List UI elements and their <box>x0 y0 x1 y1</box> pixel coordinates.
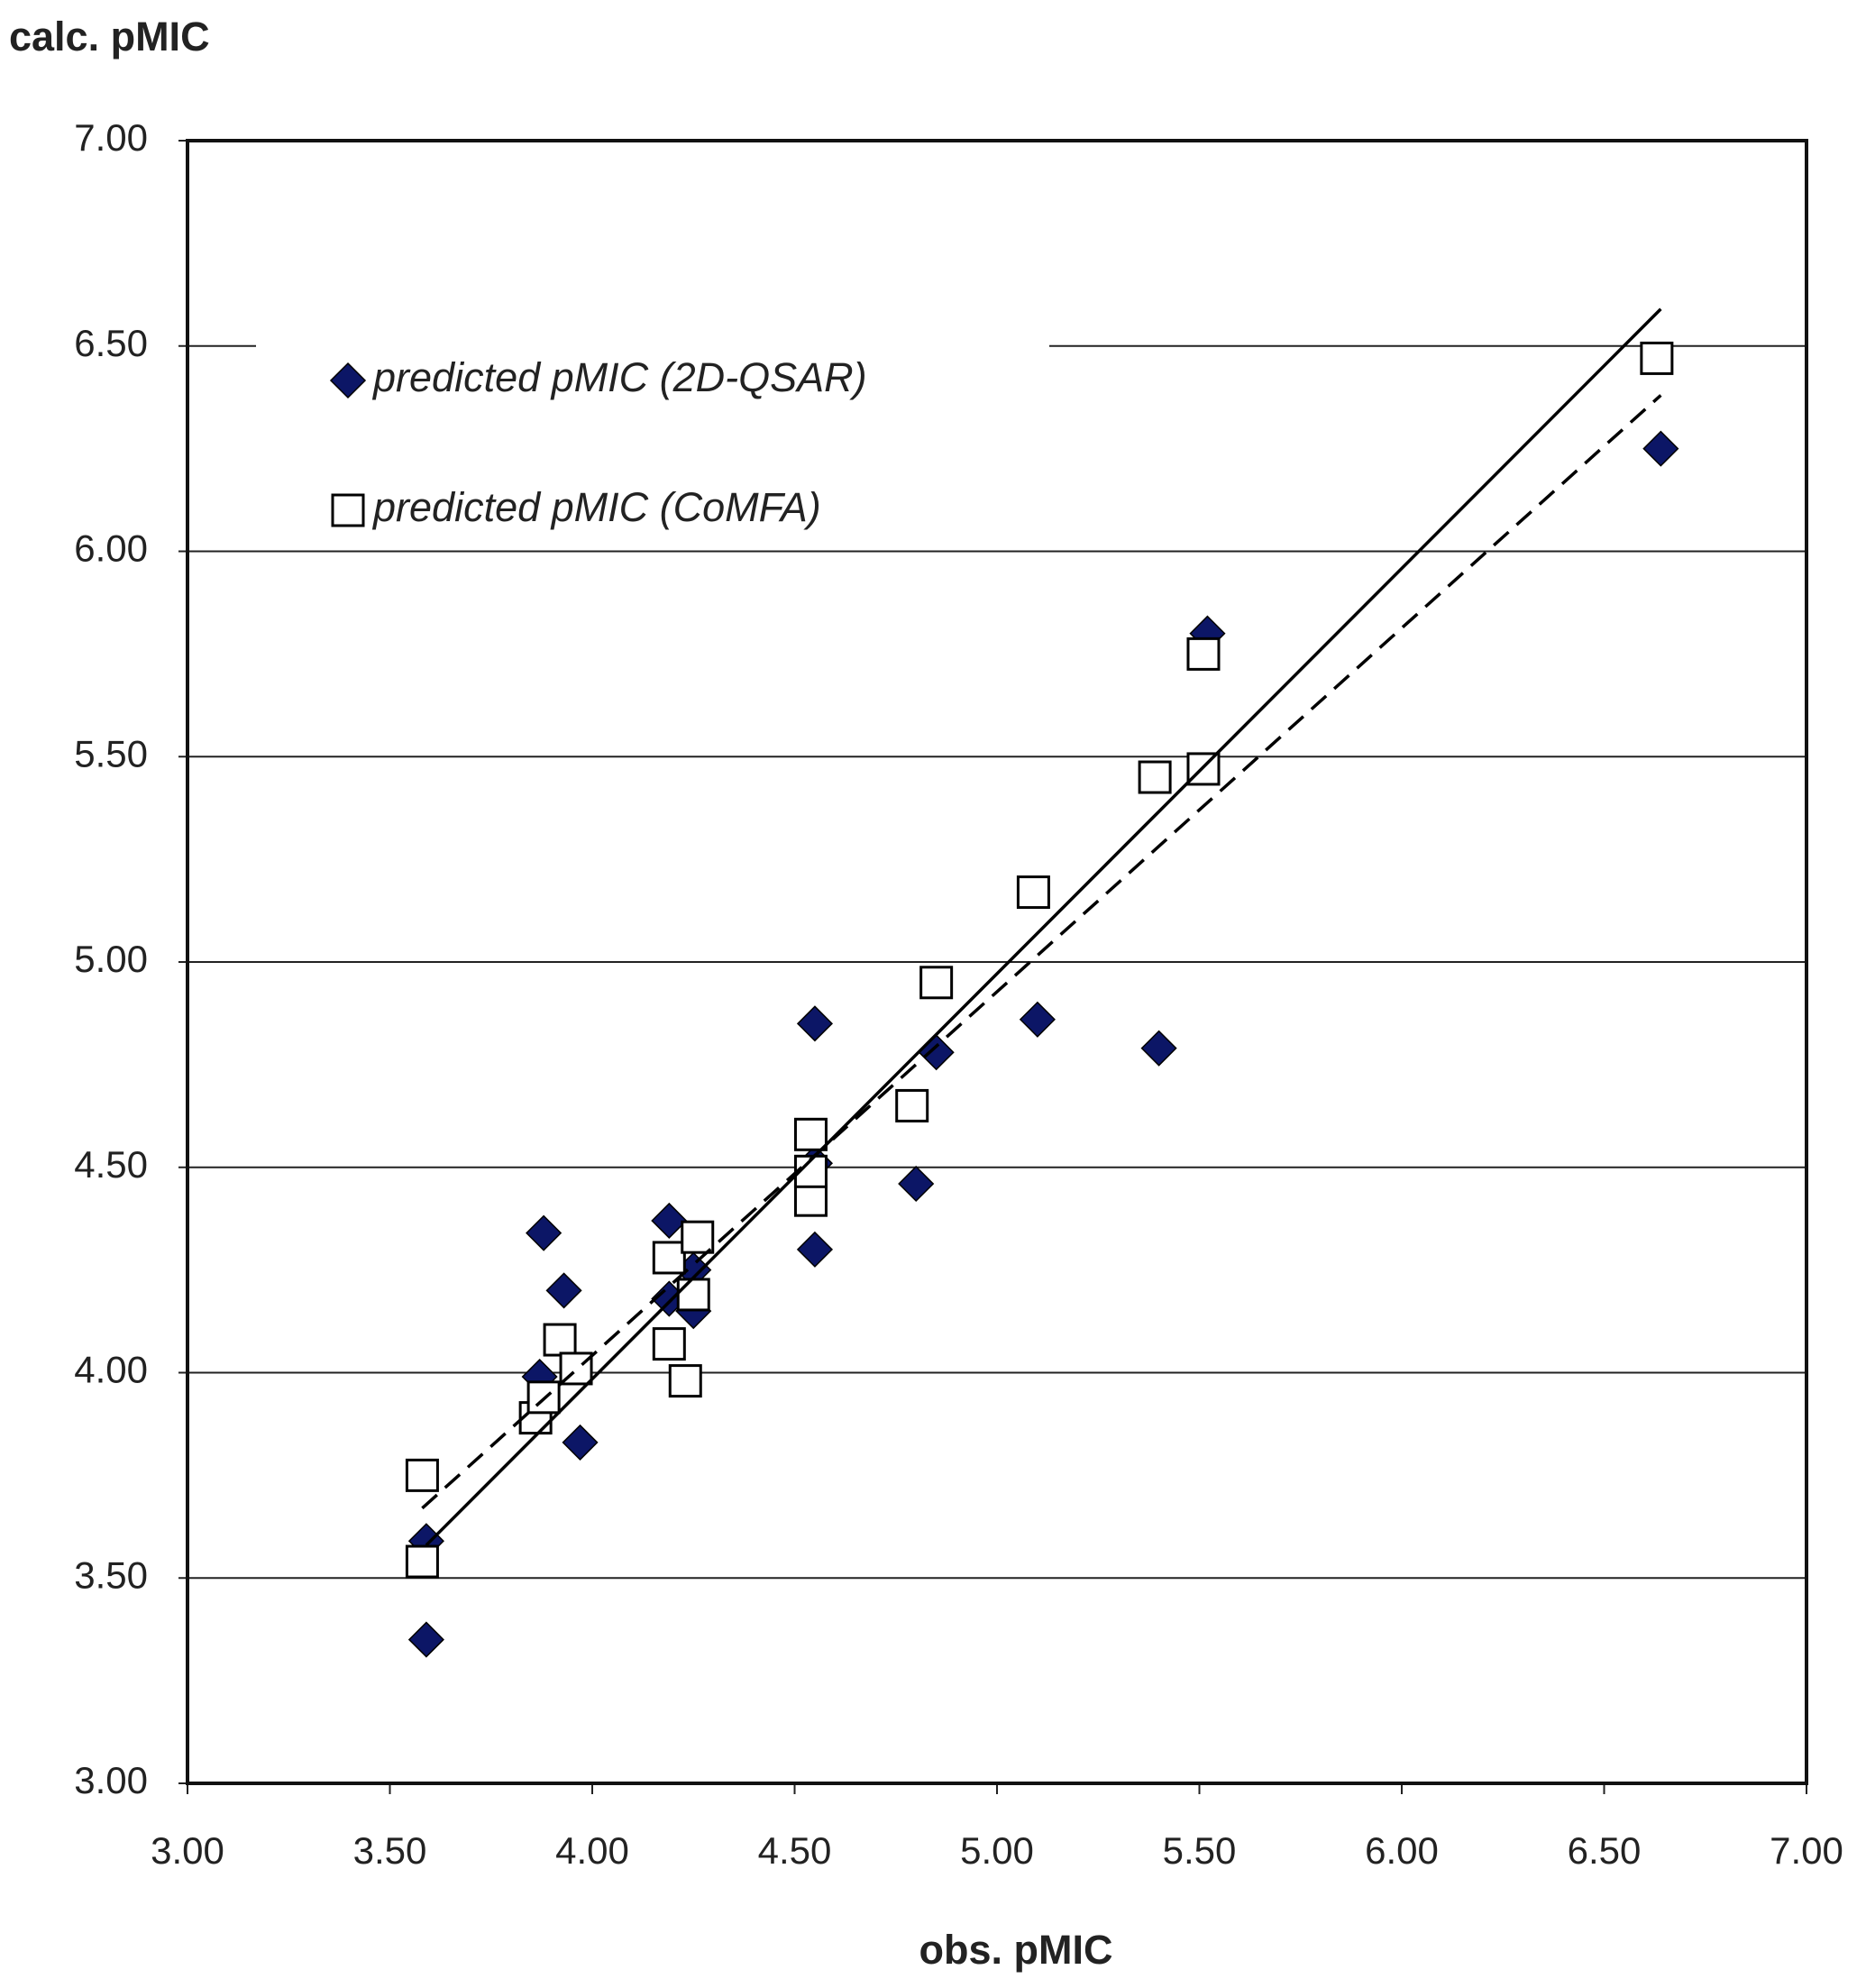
y-tick-label: 5.50 <box>74 732 148 774</box>
legend-label: predicted pMIC (CoMFA) <box>371 484 821 530</box>
y-axis-title: calc. pMIC <box>9 14 210 60</box>
y-tick-label: 6.50 <box>74 322 148 364</box>
x-tick-label: 6.50 <box>1568 1829 1642 1872</box>
diamond-marker <box>918 1034 955 1071</box>
y-tick-label: 5.00 <box>74 938 148 980</box>
x-tick-label: 5.00 <box>960 1829 1034 1872</box>
square-marker <box>543 1323 577 1357</box>
trend-line <box>425 307 1662 1547</box>
x-tick-label: 5.50 <box>1163 1829 1237 1872</box>
square-marker <box>793 1183 828 1217</box>
diamond-marker <box>1140 1030 1177 1067</box>
y-tick-label: 4.00 <box>74 1349 148 1391</box>
diamond-marker <box>1019 1001 1056 1038</box>
x-tick-label: 4.50 <box>758 1829 832 1872</box>
x-axis-title: obs. pMIC <box>919 1927 1113 1973</box>
legend-marker <box>329 362 367 399</box>
legend-marker <box>331 493 365 527</box>
diamond-marker <box>545 1272 582 1309</box>
y-tick-label: 7.00 <box>74 116 148 159</box>
diamond-marker <box>796 1231 834 1268</box>
y-tick-label: 3.50 <box>74 1553 148 1596</box>
square-marker <box>1016 875 1050 910</box>
y-tick-label: 3.00 <box>74 1759 148 1801</box>
square-marker <box>681 1220 715 1254</box>
x-tick-label: 3.00 <box>151 1829 224 1872</box>
square-marker <box>405 1458 439 1492</box>
square-marker <box>405 1544 439 1579</box>
square-marker <box>652 1241 686 1275</box>
x-tick-label: 3.50 <box>353 1829 427 1872</box>
legend-label: predicted pMIC (2D-QSAR) <box>371 354 867 400</box>
diamond-marker <box>1642 430 1679 467</box>
square-marker <box>1138 760 1172 794</box>
x-tick-label: 4.00 <box>555 1829 629 1872</box>
x-tick-label: 7.00 <box>1770 1829 1843 1872</box>
diamond-marker <box>562 1424 599 1461</box>
y-tick-label: 6.00 <box>74 527 148 570</box>
diamond-marker <box>526 1214 563 1251</box>
square-marker <box>1640 341 1674 375</box>
diamond-marker <box>898 1165 935 1203</box>
square-marker <box>668 1364 702 1398</box>
square-marker <box>895 1088 929 1122</box>
square-marker <box>919 966 954 1000</box>
square-marker <box>793 1117 828 1151</box>
square-marker <box>1186 637 1221 671</box>
square-marker <box>652 1327 686 1361</box>
trend-line <box>421 394 1662 1510</box>
diamond-marker <box>407 1621 444 1658</box>
legend-box <box>256 305 1049 546</box>
diamond-marker <box>651 1202 688 1240</box>
y-tick-label: 4.50 <box>74 1143 148 1186</box>
diamond-marker <box>796 1005 834 1042</box>
plot-frame <box>186 139 1808 1785</box>
square-marker <box>676 1278 710 1312</box>
x-tick-label: 6.00 <box>1365 1829 1439 1872</box>
